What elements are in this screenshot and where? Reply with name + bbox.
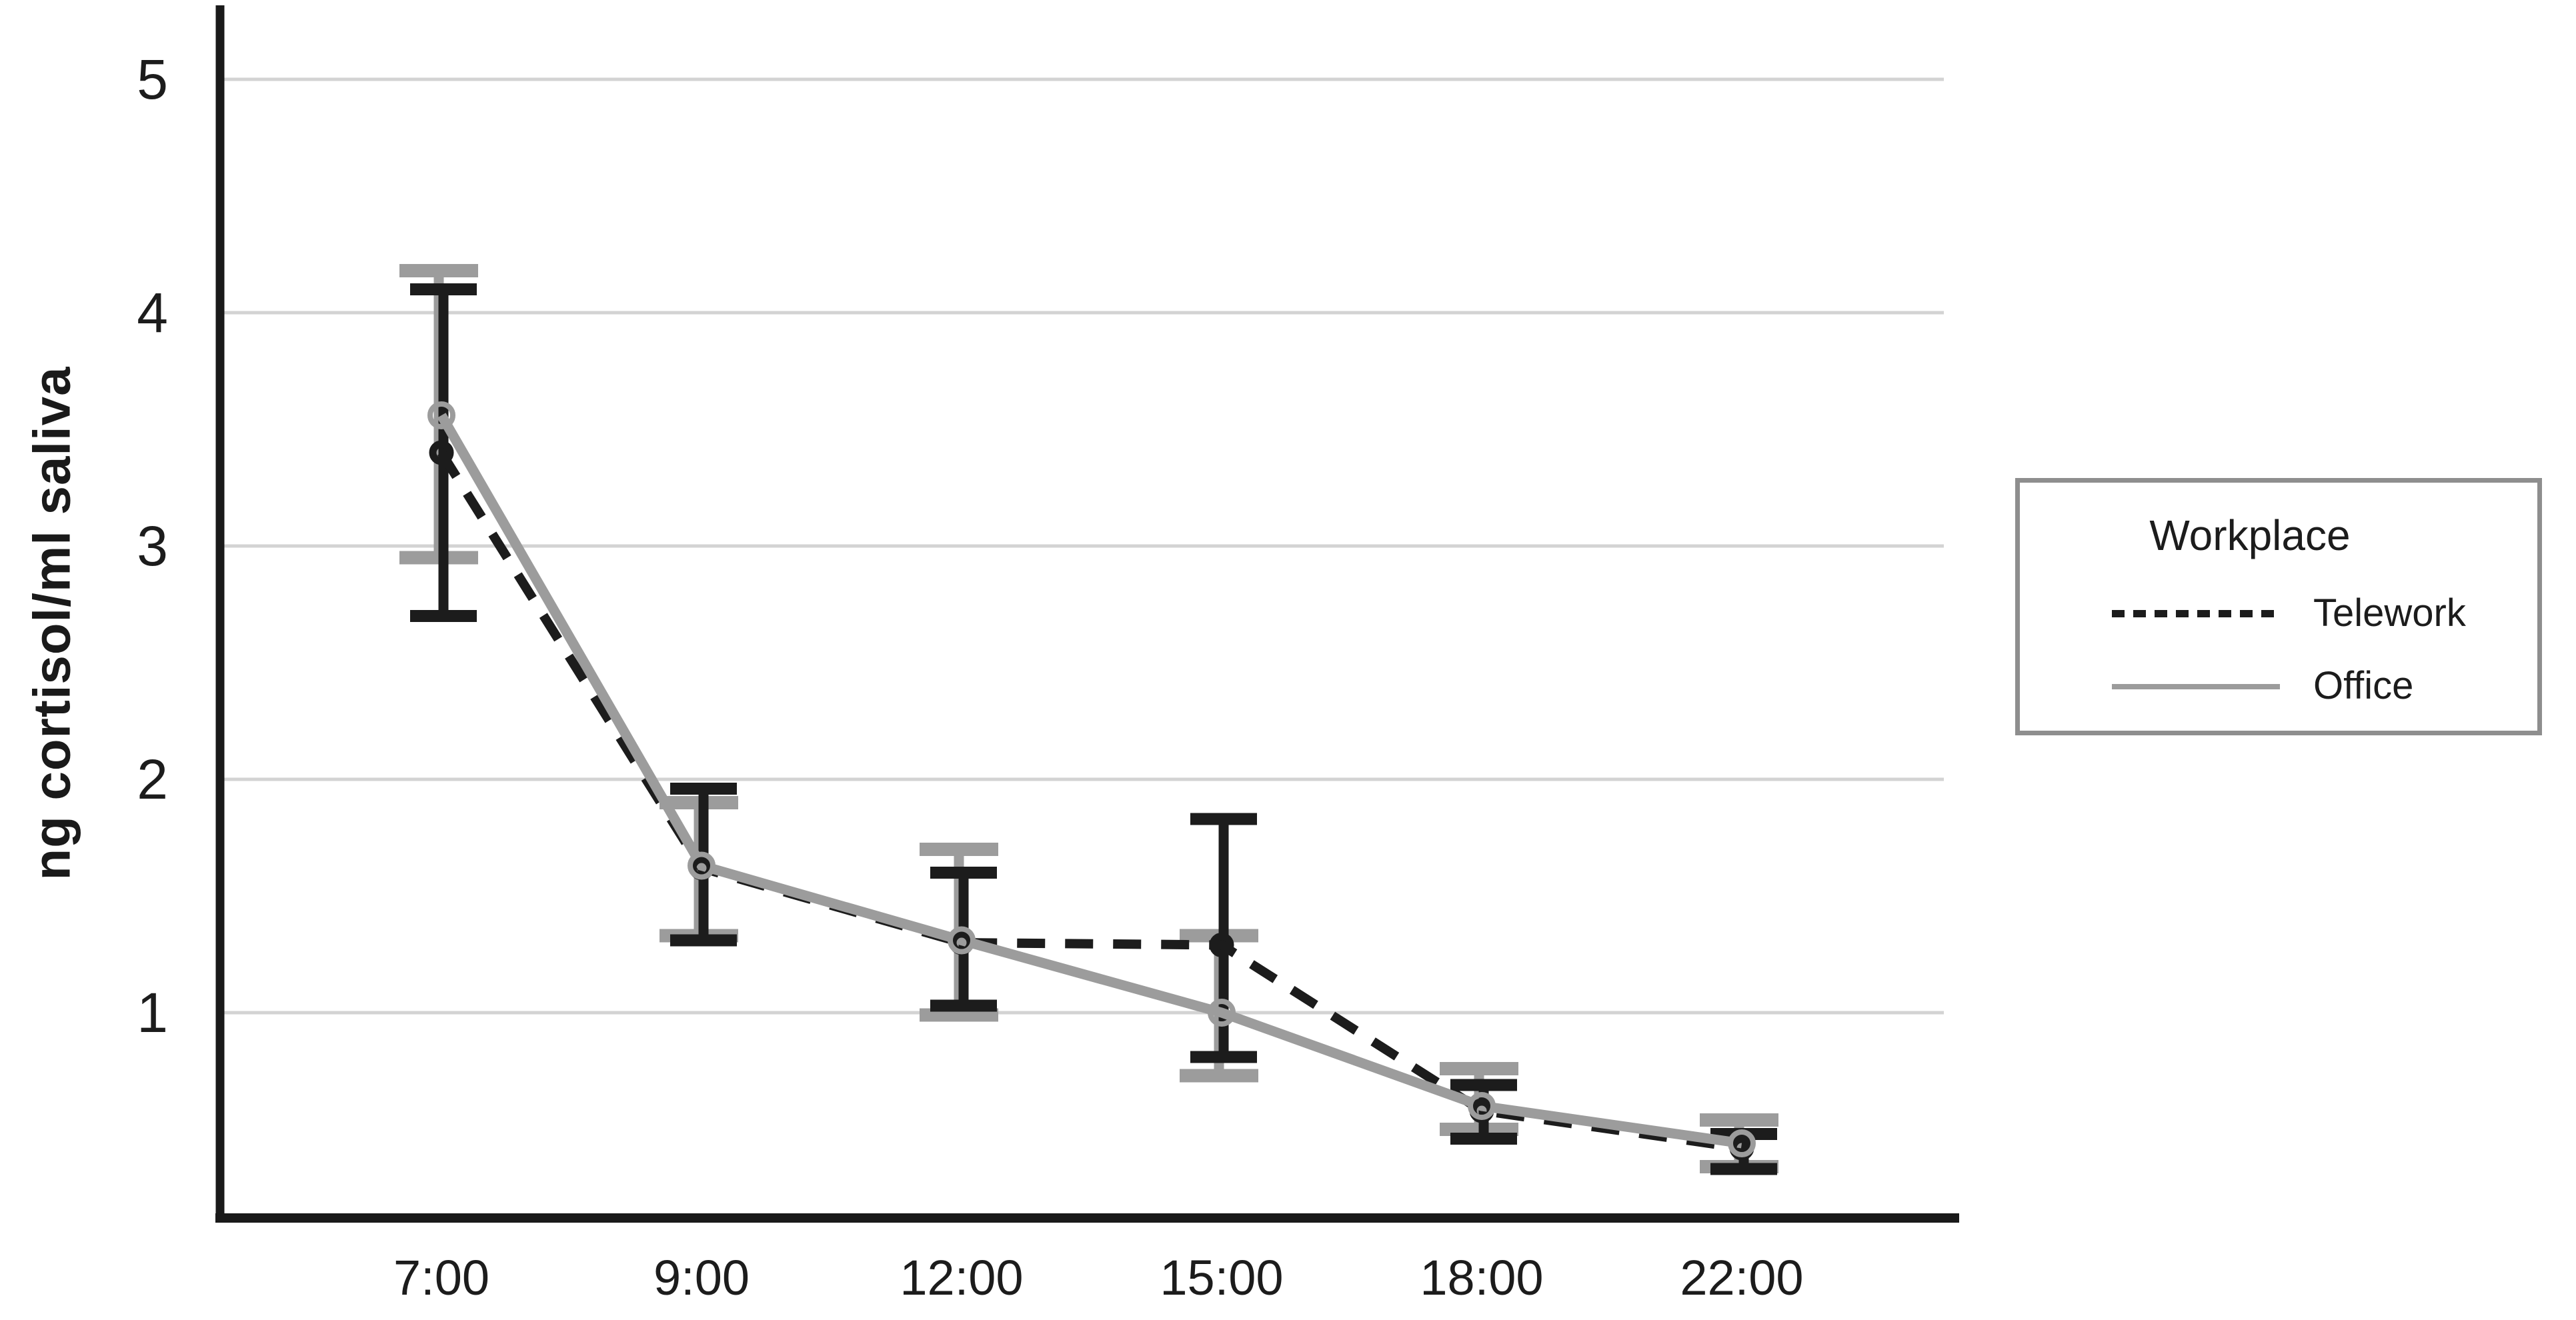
- x-tick-label-18:00: 18:00: [1420, 1250, 1543, 1305]
- data-point-marker-Office-22:00: [1728, 1129, 1756, 1157]
- legend-entry-label: Office: [2313, 664, 2414, 707]
- legend-entry-label: Telework: [2313, 591, 2466, 635]
- legend-entry-telework: Telework: [2020, 593, 2537, 633]
- solid-line-sample-icon: [2112, 684, 2280, 689]
- y-axis-title: ng cortisol/ml saliva: [22, 366, 81, 881]
- y-tick-label-1: 1: [137, 981, 168, 1044]
- data-point-marker-Office-9:00: [688, 851, 716, 880]
- x-tick-label-22:00: 22:00: [1680, 1250, 1803, 1305]
- x-tick-label-12:00: 12:00: [900, 1250, 1023, 1305]
- y-tick-label-3: 3: [137, 515, 168, 577]
- series-line-Telework: [437, 450, 1742, 1153]
- data-point-marker-Telework-7:00: [429, 440, 454, 465]
- data-point-marker-Office-12:00: [948, 926, 976, 955]
- series-line-Office: [437, 413, 1743, 1149]
- y-tick-label-2: 2: [137, 748, 168, 811]
- y-tick-label-5: 5: [137, 48, 168, 111]
- data-point-marker-Telework-15:00: [1209, 933, 1234, 957]
- x-tick-label-9:00: 9:00: [654, 1250, 750, 1305]
- x-tick-label-7:00: 7:00: [393, 1250, 489, 1305]
- data-point-marker-Office-18:00: [1468, 1092, 1496, 1120]
- data-point-marker-Office-15:00: [1208, 999, 1236, 1027]
- legend-box: Workplace Telework Office: [2015, 478, 2542, 735]
- legend-title: Workplace: [2149, 511, 2351, 559]
- data-point-marker-Office-7:00: [427, 401, 455, 429]
- y-tick-label-4: 4: [137, 281, 168, 344]
- dashed-line-sample-icon: [2112, 610, 2280, 617]
- x-tick-label-15:00: 15:00: [1160, 1250, 1283, 1305]
- legend-entry-office: Office: [2020, 666, 2537, 706]
